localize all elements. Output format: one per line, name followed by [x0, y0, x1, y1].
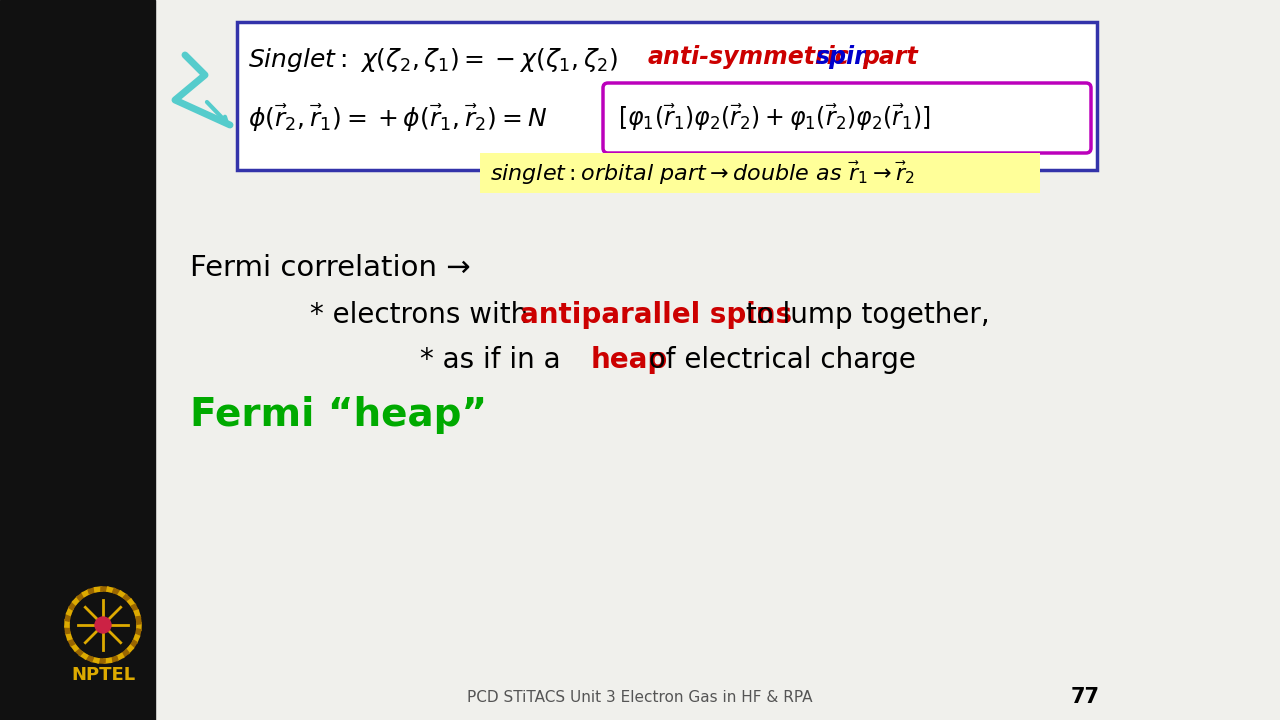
Circle shape: [73, 595, 133, 655]
Text: $[\varphi_1(\vec{r}_1)\varphi_2(\vec{r}_2)+\varphi_1(\vec{r}_2)\varphi_2(\vec{r}: $[\varphi_1(\vec{r}_1)\varphi_2(\vec{r}_…: [618, 103, 931, 133]
Text: Fermi “heap”: Fermi “heap”: [189, 396, 488, 434]
Text: heap: heap: [591, 346, 668, 374]
FancyBboxPatch shape: [603, 83, 1091, 153]
Circle shape: [95, 617, 111, 633]
Text: spin: spin: [817, 45, 872, 69]
Text: antiparallel spins: antiparallel spins: [520, 301, 792, 329]
Text: 77: 77: [1070, 687, 1100, 707]
Text: $\phi(\vec{r}_2,\vec{r}_1) = +\phi(\vec{r}_1,\vec{r}_2) = N$: $\phi(\vec{r}_2,\vec{r}_1) = +\phi(\vec{…: [248, 102, 547, 133]
Text: part: part: [861, 45, 918, 69]
Text: $\mathit{singlet}: \mathit{orbital\ part} \rightarrow \mathit{double\ as}\ \vec{: $\mathit{singlet}: \mathit{orbital\ part…: [490, 159, 915, 186]
Text: $\chi(\zeta_2,\zeta_1) = -\chi(\zeta_1,\zeta_2)$: $\chi(\zeta_2,\zeta_1) = -\chi(\zeta_1,\…: [360, 46, 618, 74]
Bar: [480, 153, 1039, 193]
Bar: [0, 0, 155, 720]
Bar: [237, 22, 1097, 170]
Text: to lump together,: to lump together,: [737, 301, 989, 329]
Text: Fermi correlation →: Fermi correlation →: [189, 254, 471, 282]
Text: * electrons with: * electrons with: [310, 301, 538, 329]
Text: anti-symmetric: anti-symmetric: [648, 45, 850, 69]
Text: NPTEL: NPTEL: [70, 666, 136, 684]
Text: $\mathit{Singlet}:$: $\mathit{Singlet}:$: [248, 46, 347, 74]
Text: PCD STiTACS Unit 3 Electron Gas in HF & RPA: PCD STiTACS Unit 3 Electron Gas in HF & …: [467, 690, 813, 704]
Text: * as if in a: * as if in a: [420, 346, 570, 374]
Text: of electrical charge: of electrical charge: [640, 346, 916, 374]
